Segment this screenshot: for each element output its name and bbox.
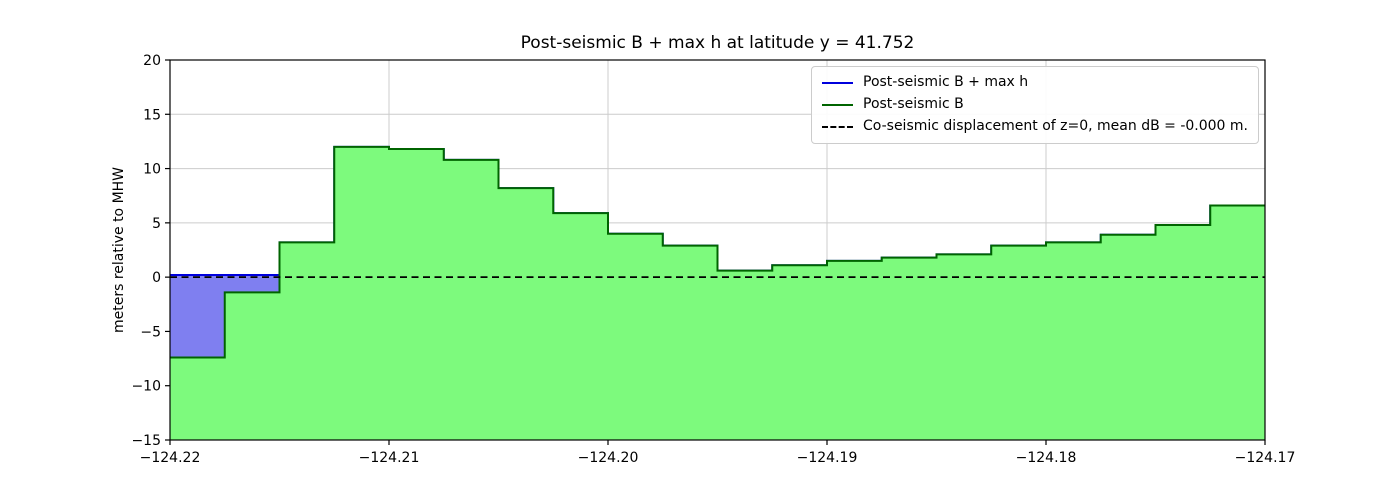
svg-text:−15: −15 [131, 433, 161, 449]
svg-text:−124.18: −124.18 [1016, 450, 1077, 466]
y-axis-label: meters relative to MHW [111, 166, 127, 334]
svg-text:10: 10 [143, 162, 161, 178]
svg-text:5: 5 [152, 216, 161, 232]
svg-text:−124.20: −124.20 [578, 450, 639, 466]
svg-text:−124.22: −124.22 [140, 450, 201, 466]
green-line-sample [822, 103, 853, 106]
legend-entry-b-plus-maxh: Post-seismic B + max h [822, 74, 1248, 91]
svg-text:20: 20 [143, 53, 161, 69]
legend-label-b-plus-maxh: Post-seismic B + max h [863, 74, 1029, 90]
svg-text:−5: −5 [140, 324, 161, 340]
svg-text:−124.19: −124.19 [797, 450, 858, 466]
blue-line-sample [822, 81, 853, 84]
legend-label-b: Post-seismic B [863, 96, 964, 112]
legend-entry-b: Post-seismic B [822, 96, 1248, 113]
svg-text:−10: −10 [131, 379, 161, 395]
svg-text:15: 15 [143, 107, 161, 123]
dashed-line-sample [822, 125, 853, 128]
chart-title: Post-seismic B + max h at latitude y = 4… [520, 33, 915, 53]
svg-text:−124.17: −124.17 [1235, 450, 1296, 466]
legend-label-coseismic: Co-seismic displacement of z=0, mean dB … [863, 118, 1248, 134]
svg-text:0: 0 [152, 270, 161, 286]
legend-entry-coseismic: Co-seismic displacement of z=0, mean dB … [822, 118, 1248, 135]
svg-text:−124.21: −124.21 [359, 450, 420, 466]
legend: Post-seismic B + max h Post-seismic B Co… [811, 66, 1259, 144]
